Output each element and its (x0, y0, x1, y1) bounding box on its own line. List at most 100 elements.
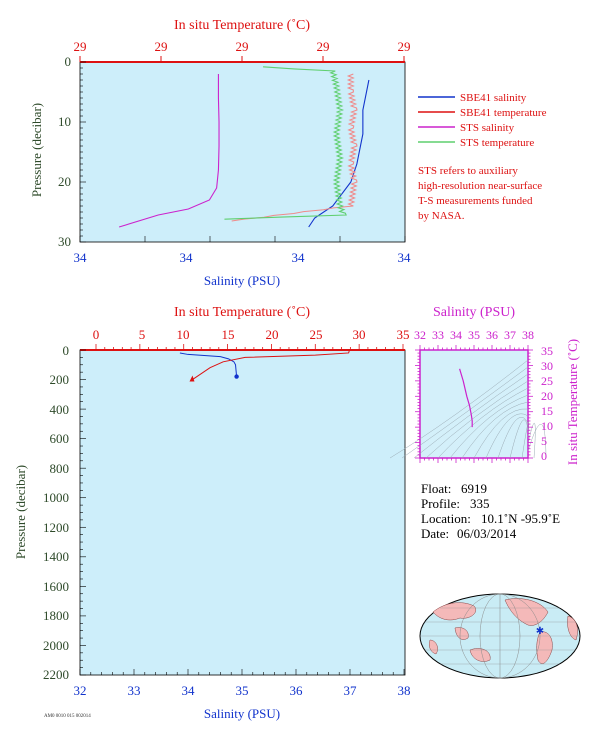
top-pressure-tick: 30 (58, 234, 71, 249)
date-value: 06/03/2014 (457, 526, 517, 541)
legend-label: SBE41 temperature (460, 107, 547, 119)
bottom-temp-tick: 10 (177, 327, 190, 342)
profile-value: 335 (470, 496, 490, 511)
top-series-sbe41-temperature (231, 73, 358, 222)
legend-label: STS temperature (460, 137, 534, 149)
profile-label: Profile: (421, 496, 460, 511)
top-panel-pressure-axis-label: Pressure (decibar) (29, 103, 44, 197)
bottom-salinity-ticklabels: 32 33 34 35 36 37 38 (74, 683, 411, 698)
bottom-temp-tick: 5 (139, 327, 146, 342)
legend-note-line: high-resolution near-surface (418, 180, 542, 192)
bottom-pressure-tick: 1600 (43, 579, 69, 594)
ts-curve (459, 368, 473, 428)
bottom-series-sbe41-temperature (192, 349, 350, 380)
top-sal-tick: 34 (398, 250, 412, 265)
bottom-panel: In situ Temperature (˚C) 0 5 10 15 20 25… (13, 305, 411, 721)
map-asia (432, 602, 476, 621)
map-india (429, 639, 438, 655)
ts-density-contour (497, 417, 529, 459)
ts-density-contour (485, 413, 529, 459)
bottom-sal-tick: 37 (344, 683, 358, 698)
float-label: Float: (421, 481, 451, 496)
float-location-marker: ✱ (536, 626, 544, 637)
ts-temp-tick: 0 (541, 449, 547, 463)
legend-note-line: STS refers to auxiliary (418, 165, 518, 177)
bottom-pressure-ticklabels: 0 200 400 600 800 1000 1200 1400 1600 18… (43, 343, 69, 682)
ts-temp-tick: 20 (541, 389, 553, 403)
ts-sal-tick: 36 (486, 328, 498, 342)
bottom-salinity-marker (234, 374, 239, 379)
top-pressure-tick: 10 (58, 114, 71, 129)
date-label: Date: (421, 526, 449, 541)
top-ticks (79, 56, 406, 243)
top-panel-salinity-axis-label: Salinity (PSU) (204, 273, 280, 288)
top-temp-tick: 29 (398, 39, 411, 54)
float-info: Float: 6919 Profile: 335 Location: 10.1˚… (421, 481, 560, 541)
ts-density-contour (401, 366, 529, 459)
ts-temp-tick: 5 (541, 434, 547, 448)
bottom-pressure-tick: 1200 (43, 520, 69, 535)
top-panel: In situ Temperature (˚C) 29 29 29 29 29 … (29, 18, 411, 288)
ts-density-contour (509, 419, 529, 459)
ts-temp-tick: 15 (541, 404, 553, 418)
bottom-pressure-tick: 800 (50, 461, 70, 476)
bottom-pressure-tick: 600 (50, 431, 70, 446)
bottom-sal-tick: 38 (398, 683, 411, 698)
top-temp-tick: 29 (155, 39, 168, 54)
bottom-temp-tick: 15 (222, 327, 235, 342)
top-temp-tick: 29 (317, 39, 330, 54)
ts-ticks (415, 345, 533, 463)
ts-temp-tick: 30 (541, 359, 553, 373)
ts-density-contours (389, 359, 547, 459)
map-indonesia (454, 627, 469, 640)
bottom-ticks (79, 344, 405, 676)
bottom-temp-tick: 35 (397, 327, 410, 342)
bottom-temperature-marker (189, 375, 195, 382)
ts-sal-tick: 38 (522, 328, 534, 342)
ts-plot-area (419, 349, 529, 459)
world-map: ✱ (419, 593, 581, 679)
bottom-pressure-tick: 0 (63, 343, 70, 358)
bottom-pressure-tick: 1800 (43, 608, 69, 623)
bottom-profile-lines (179, 349, 350, 382)
ts-sal-tick: 32 (414, 328, 426, 342)
bottom-sal-tick: 33 (128, 683, 141, 698)
ts-temp-tick: 35 (541, 344, 553, 358)
top-panel-temp-axis-label: In situ Temperature (˚C) (174, 18, 310, 33)
top-sal-tick: 34 (74, 250, 88, 265)
ts-panel: Salinity (PSU) 32 33 34 35 36 37 38 35 3… (389, 305, 580, 465)
top-pressure-tick: 20 (58, 174, 71, 189)
bottom-pressure-tick: 2000 (43, 638, 69, 653)
bottom-temp-tick: 0 (93, 327, 100, 342)
location-label: Location: (421, 511, 471, 526)
ts-salinity-ticklabels: 32 33 34 35 36 37 38 (414, 328, 534, 342)
legend-label: SBE41 salinity (460, 92, 527, 104)
bottom-temp-tick: 30 (353, 327, 366, 342)
ts-density-contour (413, 373, 529, 459)
map-australia (469, 648, 491, 662)
ts-density-contour (437, 387, 529, 459)
top-temp-tick: 29 (236, 39, 249, 54)
legend: SBE41 salinity SBE41 temperature STS sal… (418, 92, 547, 222)
ts-density-contour (461, 401, 529, 459)
legend-note-line: by NASA. (418, 210, 465, 222)
ts-density-contour (389, 359, 529, 459)
bottom-panel-pressure-axis-label: Pressure (decibar) (13, 465, 28, 559)
bottom-temp-ticklabels: 0 5 10 15 20 25 30 35 (93, 327, 410, 342)
ts-density-contour (449, 394, 529, 459)
bottom-panel-salinity-axis-label: Salinity (PSU) (204, 706, 280, 721)
top-sal-tick: 34 (292, 250, 306, 265)
bottom-plot-area (79, 349, 406, 676)
ts-density-contour (521, 421, 530, 459)
top-plot-area (79, 61, 406, 243)
top-pressure-tick: 0 (65, 54, 72, 69)
ts-temp-tick: 25 (541, 374, 553, 388)
bottom-pressure-tick: 200 (50, 372, 70, 387)
bottom-pressure-tick: 1000 (43, 490, 69, 505)
bottom-temp-tick: 25 (310, 327, 323, 342)
top-temp-tick: 29 (74, 39, 87, 54)
legend-note-line: T-S measurements funded (418, 195, 533, 207)
top-sal-tick: 34 (180, 250, 194, 265)
ts-salinity-axis-label: Salinity (PSU) (433, 305, 515, 320)
